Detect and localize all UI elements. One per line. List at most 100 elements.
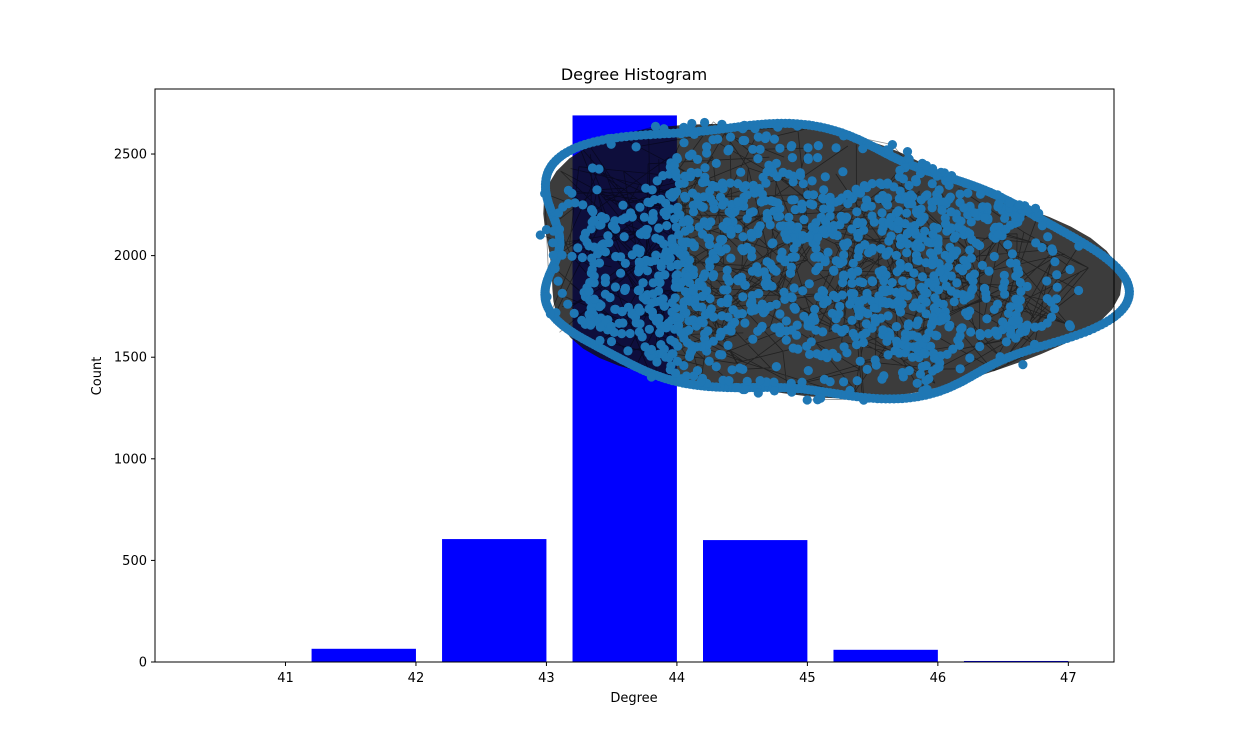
network-node	[726, 225, 736, 235]
network-node	[913, 316, 923, 326]
network-node	[600, 277, 611, 287]
network-node	[631, 142, 641, 152]
network-node	[779, 287, 789, 297]
network-node	[753, 388, 763, 398]
network-node	[977, 260, 988, 270]
network-node	[687, 341, 697, 351]
network-node	[860, 202, 870, 212]
network-node	[843, 199, 853, 209]
y-tick-label-1: 500	[122, 554, 147, 569]
network-node	[965, 290, 975, 301]
network-node	[611, 224, 621, 234]
network-node	[869, 303, 879, 313]
network-node	[810, 304, 820, 314]
network-graph-overlay	[535, 117, 1134, 405]
network-node	[667, 234, 677, 244]
network-node	[883, 200, 893, 210]
network-node	[620, 213, 631, 223]
network-node	[554, 224, 565, 234]
network-node	[661, 210, 671, 221]
network-node	[732, 382, 742, 393]
network-node	[685, 172, 696, 182]
network-node	[639, 212, 650, 222]
network-node	[1052, 282, 1062, 292]
network-node	[883, 350, 893, 360]
network-node	[726, 253, 736, 263]
network-node	[746, 246, 756, 256]
network-node	[916, 195, 926, 205]
network-node	[960, 178, 970, 188]
network-node	[738, 135, 748, 146]
network-node	[740, 318, 750, 328]
network-node	[786, 378, 796, 388]
network-node	[655, 235, 665, 245]
network-node	[855, 188, 866, 198]
network-node	[619, 232, 629, 242]
network-node	[695, 316, 706, 326]
network-nodes	[535, 117, 1134, 405]
network-node	[877, 226, 887, 236]
network-node	[994, 199, 1004, 209]
network-node	[693, 199, 704, 209]
network-node	[890, 346, 900, 356]
network-node	[782, 234, 792, 244]
network-node	[938, 299, 948, 309]
network-node	[670, 293, 680, 303]
network-node	[874, 194, 884, 204]
network-node	[875, 178, 885, 188]
network-node	[775, 309, 785, 319]
network-node	[737, 309, 748, 319]
network-node	[975, 341, 985, 352]
network-node	[848, 328, 858, 338]
network-node	[795, 168, 805, 178]
network-node	[705, 294, 715, 304]
network-node	[675, 210, 685, 220]
network-node	[980, 213, 990, 223]
network-node	[820, 172, 830, 182]
network-node	[849, 289, 859, 299]
network-node	[722, 217, 732, 227]
network-node	[617, 329, 627, 339]
network-node	[927, 259, 938, 269]
network-node	[859, 395, 869, 405]
network-node	[882, 179, 892, 189]
network-node	[672, 259, 683, 269]
network-node	[557, 288, 567, 298]
network-node	[983, 329, 993, 339]
network-node	[683, 294, 693, 304]
network-node	[775, 211, 785, 221]
network-node	[884, 218, 894, 228]
network-node	[623, 302, 634, 312]
network-node	[914, 256, 924, 266]
network-node	[697, 229, 708, 239]
y-axis: 0 500 1000 1500 2000 2500	[114, 148, 155, 671]
network-node	[684, 262, 694, 272]
network-node	[674, 230, 684, 240]
network-node	[891, 287, 901, 297]
network-node	[681, 371, 692, 381]
network-node	[906, 277, 916, 287]
network-node	[778, 167, 788, 177]
x-tick-label-6: 47	[1060, 671, 1077, 686]
network-node	[1037, 242, 1047, 253]
network-node	[623, 346, 633, 356]
network-node	[696, 377, 706, 387]
network-node	[877, 208, 887, 218]
network-node	[980, 283, 990, 293]
network-node	[760, 133, 770, 144]
network-node	[929, 353, 940, 363]
network-node	[1000, 213, 1010, 223]
network-node	[879, 276, 889, 286]
network-node	[588, 207, 598, 217]
network-node	[904, 180, 914, 191]
network-node	[704, 356, 714, 366]
network-node	[787, 153, 798, 163]
network-node	[768, 238, 778, 248]
network-node	[1048, 246, 1058, 256]
x-tick-label-4: 45	[799, 671, 816, 686]
network-node	[677, 237, 687, 247]
network-node	[545, 309, 556, 319]
network-node	[855, 304, 865, 315]
network-node	[820, 255, 830, 265]
